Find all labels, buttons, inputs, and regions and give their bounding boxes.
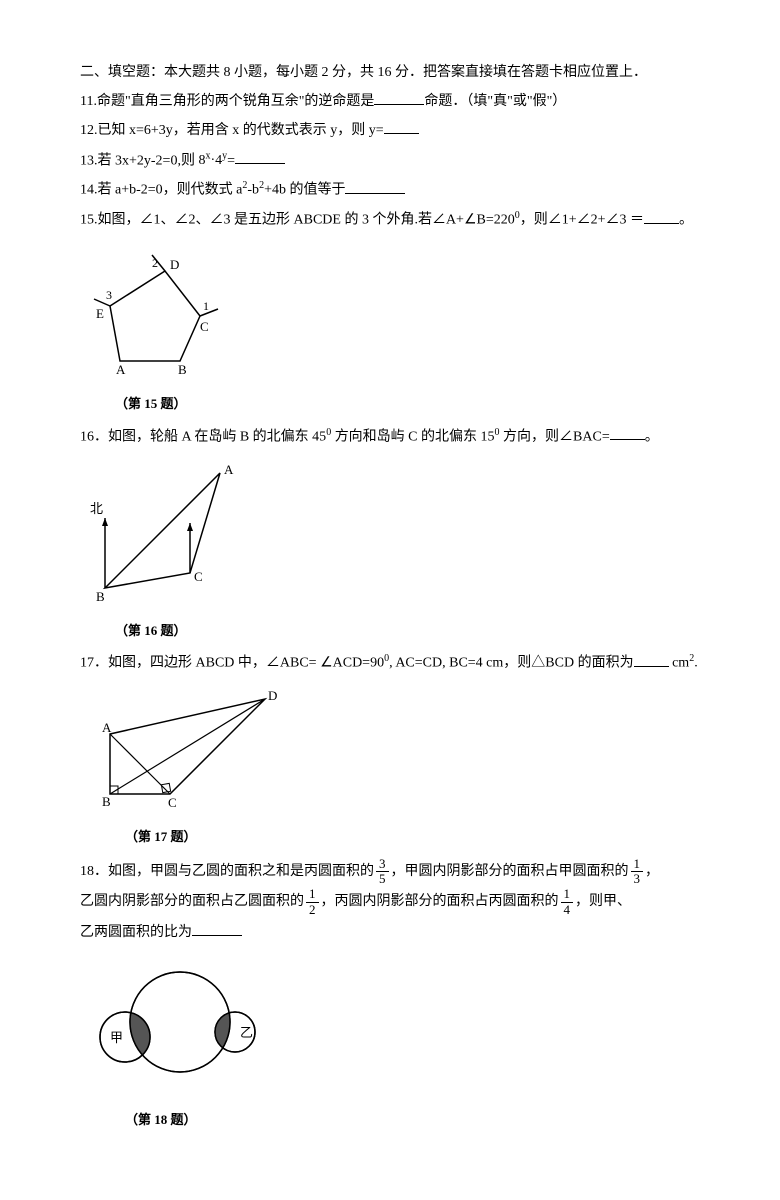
label-yi: 乙: [240, 1025, 253, 1040]
q18-mid1: ，甲圆内阴影部分的面积占甲圆面积的: [391, 864, 629, 879]
label-b: B: [102, 794, 111, 809]
question-17: 17．如图，四边形 ABCD 中，∠ABC= ∠ACD=900, AC=CD, …: [80, 650, 700, 676]
question-11: 11.命题"直角三角形的两个锐角互余"的逆命题是 命题．（填"真"或"假"）: [80, 89, 700, 114]
q14-mid1: -b: [247, 183, 259, 198]
q18-mid3: ，则甲、: [575, 894, 631, 909]
q14-prefix: 14.若 a+b-2=0，则代数式 a: [80, 183, 242, 198]
figure-17: A B C D （第 17 题）: [90, 684, 700, 849]
caption-18: （第 18 题）: [90, 1108, 700, 1131]
label-a: A: [224, 462, 234, 477]
q11-blank: [374, 90, 424, 105]
q13-blank: [235, 149, 285, 164]
question-12: 12.已知 x=6+3y，若用含 x 的代数式表示 y，则 y=: [80, 118, 700, 143]
figure-15: A B C D E 1 2 3 （第 15 题）: [90, 241, 700, 416]
q15-suffix: 。: [679, 213, 693, 228]
label-c: C: [194, 569, 203, 584]
q11-prefix: 11.命题"直角三角形的两个锐角互余"的逆命题是: [80, 94, 374, 109]
label-d: D: [268, 688, 277, 703]
figure-18: 甲 乙 （第 18 题）: [90, 957, 700, 1132]
f1-den: 5: [376, 872, 389, 886]
q16-text-c: 方向，则∠BAC=: [500, 429, 610, 444]
q16-text-a: 16．如图，轮船 A 在岛屿 B 的北偏东 45: [80, 429, 326, 444]
caption-15: （第 15 题）: [90, 392, 700, 415]
f3-den: 2: [306, 903, 319, 917]
q16-suffix: 。: [645, 429, 659, 444]
q13-expr: 8x·4y: [198, 153, 227, 168]
q18-line2a: 乙圆内阴影部分的面积占乙圆面积的: [80, 894, 304, 909]
bearing-diagram: A B C 北: [90, 458, 240, 608]
f2-num: 1: [631, 857, 644, 872]
figure-16: A B C 北 （第 16 题）: [90, 458, 700, 643]
f1-num: 3: [376, 857, 389, 872]
frac-1: 35: [376, 857, 389, 887]
frac-3: 12: [306, 887, 319, 917]
q16-blank: [610, 425, 645, 440]
q11-suffix: 命题．（填"真"或"假"）: [424, 94, 566, 109]
q13-prefix: 13.若 3x+2y-2=0,则: [80, 153, 195, 168]
q17-period: .: [694, 656, 698, 671]
label-e: E: [96, 306, 104, 321]
section-header: 二、填空题：本大题共 8 小题，每小题 2 分，共 16 分．把答案直接填在答题…: [80, 60, 700, 85]
question-15: 15.如图，∠1、∠2、∠3 是五边形 ABCDE 的 3 个外角.若∠A+∠B…: [80, 207, 700, 233]
q17-blank: [634, 652, 669, 667]
q14-blank: [345, 179, 405, 194]
label-b: B: [178, 362, 187, 377]
label-b: B: [96, 589, 105, 604]
question-16: 16．如图，轮船 A 在岛屿 B 的北偏东 450 方向和岛屿 C 的北偏东 1…: [80, 424, 700, 450]
q17-suffix: cm: [669, 656, 690, 671]
q13-eq: =: [227, 153, 235, 168]
question-14: 14.若 a+b-2=0，则代数式 a2-b2+4b 的值等于: [80, 177, 700, 203]
angle-1: 1: [203, 299, 209, 313]
f3-num: 1: [306, 887, 319, 902]
label-c: C: [168, 795, 177, 810]
label-north: 北: [90, 501, 103, 516]
label-jia: 甲: [110, 1030, 123, 1045]
q18-mid2: ，丙圆内阴影部分的面积占丙圆面积的: [321, 894, 559, 909]
label-a: A: [116, 362, 126, 377]
q18-mid1b: ，: [645, 864, 659, 879]
q15-text-b: ，则∠1+∠2+∠3 ＝: [520, 213, 644, 228]
frac-2: 13: [631, 857, 644, 887]
caption-16: （第 16 题）: [90, 619, 700, 642]
label-a: A: [102, 720, 112, 735]
label-d: D: [170, 257, 179, 272]
quadrilateral-diagram: A B C D: [90, 684, 290, 814]
q12-prefix: 12.已知 x=6+3y，若用含 x 的代数式表示 y，则 y=: [80, 123, 384, 138]
f4-num: 1: [561, 887, 574, 902]
label-c: C: [200, 319, 209, 334]
q15-text-a: 15.如图，∠1、∠2、∠3 是五边形 ABCDE 的 3 个外角.若∠A+∠B…: [80, 213, 515, 228]
frac-4: 14: [561, 887, 574, 917]
caption-17: （第 17 题）: [90, 825, 700, 848]
q15-blank: [644, 209, 679, 224]
circles-diagram: 甲 乙: [90, 957, 270, 1097]
q17-text-b: , AC=CD, BC=4 cm，则△BCD 的面积为: [389, 656, 633, 671]
pentagon-diagram: A B C D E 1 2 3: [90, 241, 240, 381]
q14-mid2: +4b 的值等于: [264, 183, 345, 198]
q17-text-a: 17．如图，四边形 ABCD 中，∠ABC= ∠ACD=90: [80, 656, 384, 671]
q16-text-b: 方向和岛屿 C 的北偏东 15: [331, 429, 494, 444]
angle-2: 2: [152, 256, 158, 270]
f2-den: 3: [631, 872, 644, 886]
q18-line3: 乙两圆面积的比为: [80, 925, 192, 940]
f4-den: 4: [561, 903, 574, 917]
q18-pre: 18．如图，甲圆与乙圆的面积之和是丙圆面积的: [80, 864, 374, 879]
question-13: 13.若 3x+2y-2=0,则 8x·4y=: [80, 148, 700, 174]
question-18: 18．如图，甲圆与乙圆的面积之和是丙圆面积的35，甲圆内阴影部分的面积占甲圆面积…: [80, 857, 700, 949]
angle-3: 3: [106, 288, 112, 302]
q12-blank: [384, 119, 419, 134]
q18-blank: [192, 921, 242, 936]
